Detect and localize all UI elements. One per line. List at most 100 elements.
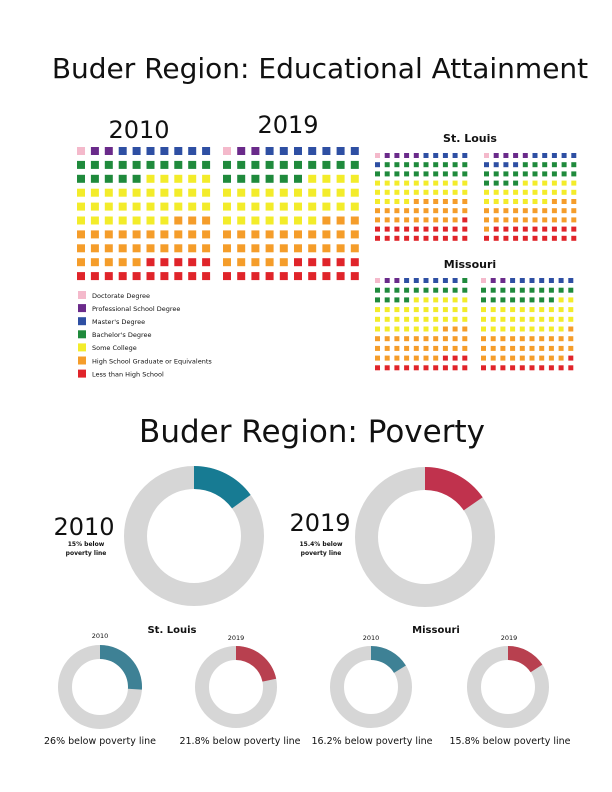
waffle-cell-high-school-graduate-or-equivalents — [462, 326, 468, 332]
waffle-cell-bachelor-s-degree — [279, 160, 288, 169]
waffle-cell-high-school-graduate-or-equivalents — [490, 336, 496, 342]
waffle-cell-master-s-degree — [202, 147, 211, 155]
waffle-cell-less-than-high-school — [132, 272, 141, 281]
waffle-cell-some-college — [433, 326, 439, 332]
waffle-cell-some-college — [561, 189, 567, 195]
waffle-cell-high-school-graduate-or-equivalents — [423, 355, 429, 361]
waffle-cell-some-college — [188, 174, 197, 183]
waffle-cell-high-school-graduate-or-equivalents — [146, 244, 155, 253]
waffle-cell-less-than-high-school — [484, 235, 489, 241]
waffle-cell-high-school-graduate-or-equivalents — [529, 345, 535, 351]
waffle-cell-some-college — [558, 307, 564, 313]
waffle-cell-master-s-degree — [188, 147, 197, 155]
waffle-cell-less-than-high-school — [542, 226, 548, 232]
waffle-cell-high-school-graduate-or-equivalents — [442, 217, 448, 223]
waffle-cell-some-college — [384, 316, 390, 322]
waffle-cell-some-college — [532, 180, 538, 186]
waffle-cell-some-college — [308, 188, 317, 197]
waffle-cell-master-s-degree — [532, 153, 538, 158]
waffle-cell-some-college — [490, 316, 496, 322]
waffle-cell-less-than-high-school — [384, 226, 390, 232]
legend-label-high-school-graduate-or-equivalents: High School Graduate or Equivalents — [92, 357, 212, 365]
waffle-cell-less-than-high-school — [481, 365, 486, 371]
waffle-title-buder-2019: 2019 — [257, 111, 318, 139]
waffle-cell-less-than-high-school — [442, 365, 448, 371]
waffle-cell-high-school-graduate-or-equivalents — [336, 230, 345, 239]
waffle-cell-bachelor-s-degree — [462, 278, 468, 283]
waffle-cell-less-than-high-school — [551, 226, 557, 232]
waffle-cell-high-school-graduate-or-equivalents — [394, 336, 400, 342]
waffle-cell-bachelor-s-degree — [413, 171, 419, 177]
waffle-cell-some-college — [423, 180, 429, 186]
waffle-cell-some-college — [462, 307, 468, 313]
waffle-cell-some-college — [308, 202, 317, 211]
waffle-cell-high-school-graduate-or-equivalents — [308, 230, 317, 239]
waffle-cell-master-s-degree — [442, 153, 448, 158]
waffle-cell-high-school-graduate-or-equivalents — [561, 199, 567, 204]
waffle-cell-some-college — [442, 316, 448, 322]
waffle-cell-high-school-graduate-or-equivalents — [481, 355, 486, 361]
waffle-cell-high-school-graduate-or-equivalents — [394, 345, 400, 351]
waffle-cell-high-school-graduate-or-equivalents — [132, 258, 141, 267]
waffle-cell-some-college — [532, 199, 538, 204]
donut-label-missouri-2019: 15.8% below poverty line — [449, 736, 570, 747]
waffle-cell-less-than-high-school — [519, 365, 525, 371]
waffle-cell-high-school-graduate-or-equivalents — [77, 258, 85, 267]
waffle-cell-some-college — [223, 216, 231, 225]
waffle-cell-bachelor-s-degree — [558, 287, 564, 293]
waffle-cell-high-school-graduate-or-equivalents — [237, 230, 246, 239]
waffle-cell-some-college — [433, 297, 439, 303]
waffle-cell-high-school-graduate-or-equivalents — [490, 355, 496, 361]
waffle-cell-master-s-degree — [568, 278, 574, 283]
waffle-cell-bachelor-s-degree — [384, 162, 390, 168]
waffle-cell-high-school-graduate-or-equivalents — [542, 208, 548, 214]
waffle-cell-high-school-graduate-or-equivalents — [384, 217, 390, 223]
waffle-cell-master-s-degree — [433, 153, 439, 158]
waffle-cell-some-college — [423, 307, 429, 313]
waffle-cell-less-than-high-school — [146, 258, 155, 267]
waffle-cell-bachelor-s-degree — [462, 287, 468, 293]
donut-group-title-stlouis: St. Louis — [147, 625, 196, 636]
waffle-cell-less-than-high-school — [503, 226, 509, 232]
waffle-cell-less-than-high-school — [513, 235, 519, 241]
legend-label-bachelor-s-degree: Bachelor's Degree — [92, 331, 152, 339]
waffle-cell-some-college — [104, 188, 113, 197]
donut-year-buder-2019: 2019 — [289, 509, 350, 537]
waffle-cell-high-school-graduate-or-equivalents — [118, 258, 127, 267]
waffle-cell-some-college — [384, 180, 390, 186]
waffle-cell-high-school-graduate-or-equivalents — [548, 336, 554, 342]
waffle-cell-some-college — [433, 189, 439, 195]
waffle-cell-high-school-graduate-or-equivalents — [265, 258, 274, 267]
waffle-cell-some-college — [77, 202, 85, 211]
waffle-cell-high-school-graduate-or-equivalents — [413, 208, 419, 214]
waffle-cell-bachelor-s-degree — [223, 174, 231, 183]
waffle-cell-high-school-graduate-or-equivalents — [462, 336, 468, 342]
waffle-cell-less-than-high-school — [174, 258, 183, 267]
waffle-cell-high-school-graduate-or-equivalents — [539, 336, 545, 342]
waffle-cell-some-college — [462, 180, 468, 186]
waffle-cell-some-college — [493, 189, 499, 195]
waffle-title-stlouis: St. Louis — [443, 132, 497, 145]
legend-swatch-some-college — [78, 343, 86, 352]
waffle-cell-bachelor-s-degree — [146, 160, 155, 169]
waffle-cell-some-college — [413, 297, 419, 303]
waffle-cell-some-college — [404, 307, 410, 313]
waffle-cell-less-than-high-school — [532, 235, 538, 241]
waffle-cell-less-than-high-school — [279, 272, 288, 281]
waffle-cell-some-college — [237, 216, 246, 225]
waffle-cell-high-school-graduate-or-equivalents — [322, 244, 331, 253]
waffle-cell-some-college — [336, 174, 345, 183]
waffle-cell-less-than-high-school — [532, 226, 538, 232]
waffle-cell-high-school-graduate-or-equivalents — [542, 217, 548, 223]
waffle-cell-some-college — [350, 188, 359, 197]
waffle-cell-high-school-graduate-or-equivalents — [513, 208, 519, 214]
waffle-cell-bachelor-s-degree — [510, 297, 516, 303]
waffle-cell-bachelor-s-degree — [384, 297, 390, 303]
waffle-cell-some-college — [490, 326, 496, 332]
waffle-cell-high-school-graduate-or-equivalents — [510, 355, 516, 361]
waffle-cell-less-than-high-school — [551, 235, 557, 241]
waffle-cell-high-school-graduate-or-equivalents — [146, 230, 155, 239]
waffle-cell-high-school-graduate-or-equivalents — [118, 230, 127, 239]
waffle-cell-bachelor-s-degree — [413, 287, 419, 293]
waffle-cell-bachelor-s-degree — [510, 287, 516, 293]
